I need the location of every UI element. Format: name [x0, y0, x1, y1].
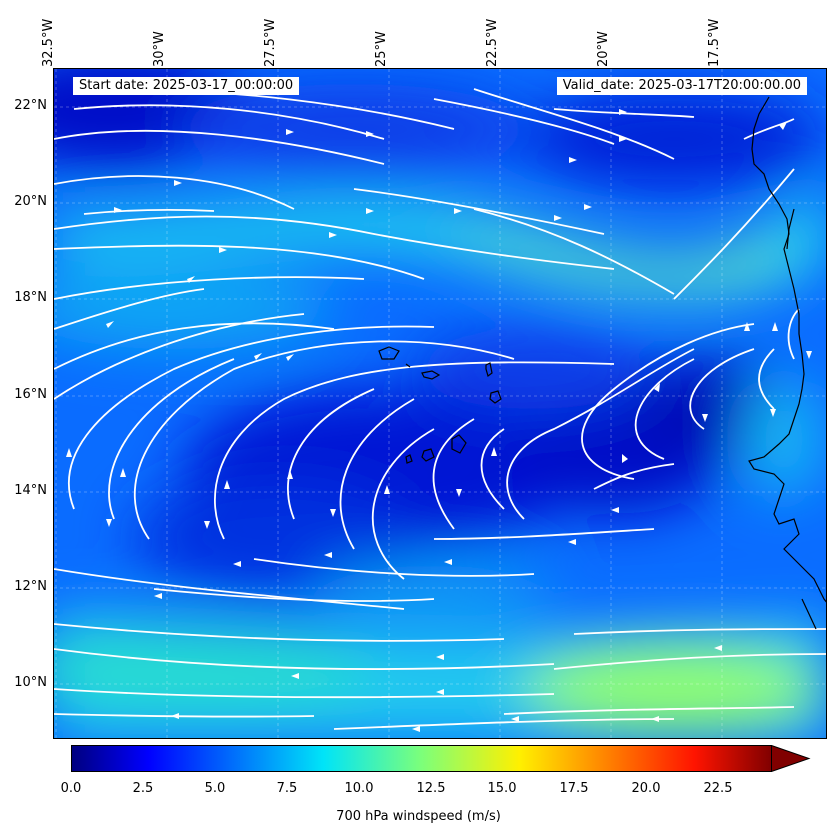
wind-map — [53, 68, 827, 739]
start-date-banner: Start date: 2025-03-17_00:00:00 — [73, 77, 300, 95]
colorbar-tick-22-5: 22.5 — [703, 781, 733, 796]
lon-label-20w: 20°W — [596, 31, 611, 67]
lat-label-14n: 14°N — [14, 483, 47, 498]
colorbar-svg — [71, 744, 811, 773]
colorbar-tick-12-5: 12.5 — [416, 781, 446, 796]
lat-label-18n: 18°N — [14, 290, 47, 305]
colorbar-tick-10: 10.0 — [344, 781, 374, 796]
windspeed-field — [54, 69, 826, 738]
wind-field-svg — [54, 69, 826, 738]
lat-label-20n: 20°N — [14, 194, 47, 209]
lat-label-16n: 16°N — [14, 387, 47, 402]
cape-verde-islands — [378, 346, 502, 464]
colorbar-tick-17-5: 17.5 — [559, 781, 589, 796]
valid-date-banner: Valid_date: 2025-03-17T20:00:00.00 — [556, 77, 807, 95]
colorbar — [71, 744, 811, 773]
lat-label-10n: 10°N — [14, 675, 47, 690]
lat-label-22n: 22°N — [14, 98, 47, 113]
streamline-arrows — [66, 109, 812, 732]
colorbar-tick-0: 0.0 — [60, 781, 82, 796]
lon-label-27-5w: 27.5°W — [263, 18, 278, 67]
colorbar-tick-20: 20.0 — [631, 781, 661, 796]
coastline — [748, 96, 826, 630]
lon-label-17-5w: 17.5°W — [707, 18, 722, 67]
lat-label-12n: 12°N — [14, 579, 47, 594]
lon-label-32-5w: 32.5°W — [41, 18, 56, 67]
colorbar-label: 700 hPa windspeed (m/s) — [336, 809, 501, 824]
colorbar-tick-5: 5.0 — [204, 781, 226, 796]
streamlines — [54, 88, 826, 730]
colorbar-tick-15: 15.0 — [487, 781, 517, 796]
lon-label-22-5w: 22.5°W — [485, 18, 500, 67]
colorbar-tick-2-5: 2.5 — [132, 781, 154, 796]
lon-label-25w: 25°W — [374, 31, 389, 67]
lon-label-30w: 30°W — [152, 31, 167, 67]
colorbar-tick-7-5: 7.5 — [276, 781, 298, 796]
